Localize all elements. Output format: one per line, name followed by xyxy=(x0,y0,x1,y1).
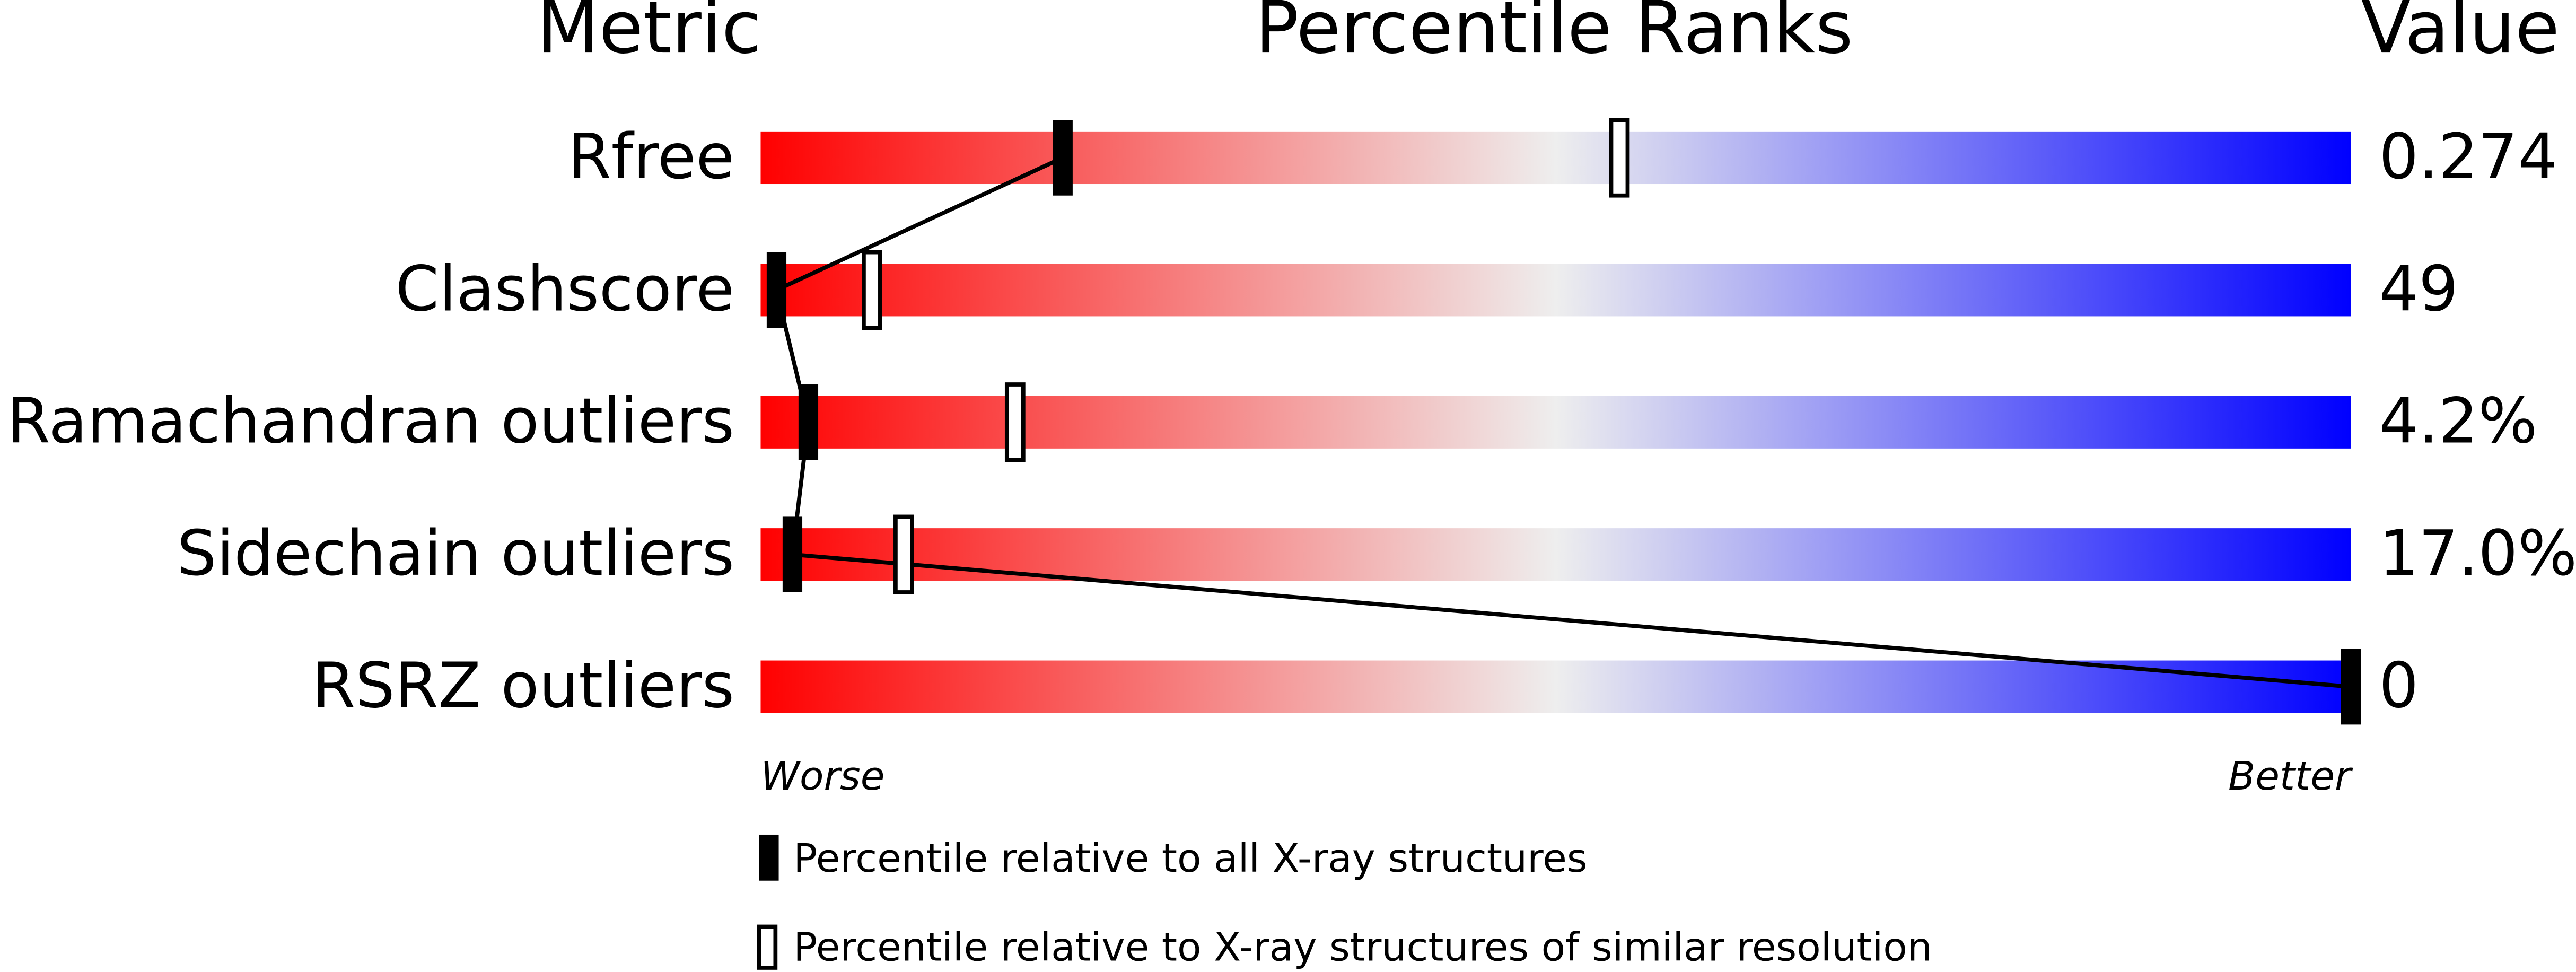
percentile-marker xyxy=(766,252,787,328)
metric-label: Clashscore xyxy=(396,252,734,325)
percentile-marker-open xyxy=(1609,118,1630,198)
metric-value: 49 xyxy=(2379,252,2458,325)
legend-swatch xyxy=(757,924,778,970)
column-header: Value xyxy=(2361,0,2560,70)
metric-label: RSRZ outliers xyxy=(312,650,734,722)
percentile-marker xyxy=(798,384,819,460)
column-header: Percentile Ranks xyxy=(1255,0,1853,70)
percentile-marker-open xyxy=(893,514,914,594)
axis-label: Better xyxy=(2228,753,2353,799)
percentile-marker xyxy=(1053,120,1073,196)
legend-label: Percentile relative to X-ray structures … xyxy=(793,924,1932,970)
metric-label: Rfree xyxy=(568,120,734,193)
metric-label: Sidechain outliers xyxy=(177,517,734,590)
percentile-marker-open xyxy=(1004,382,1026,462)
percentile-bar xyxy=(760,528,2351,581)
percentile-bar xyxy=(760,660,2351,713)
metric-value: 0 xyxy=(2379,650,2419,722)
metric-value: 4.2% xyxy=(2379,385,2537,458)
metric-label: Ramachandran outliers xyxy=(7,385,734,458)
percentile-marker xyxy=(782,516,803,592)
legend-swatch xyxy=(759,834,779,881)
legend-label: Percentile relative to all X-ray structu… xyxy=(793,835,1587,881)
percentile-bar xyxy=(760,264,2351,317)
percentile-marker-open xyxy=(862,250,882,330)
percentile-bar xyxy=(760,396,2351,449)
column-header: Metric xyxy=(537,0,761,70)
axis-label: Worse xyxy=(760,753,884,799)
percentile-bar xyxy=(760,131,2351,185)
percentile-marker xyxy=(2341,649,2361,725)
metric-value: 0.274 xyxy=(2379,120,2557,193)
metric-value: 17.0% xyxy=(2379,517,2576,590)
